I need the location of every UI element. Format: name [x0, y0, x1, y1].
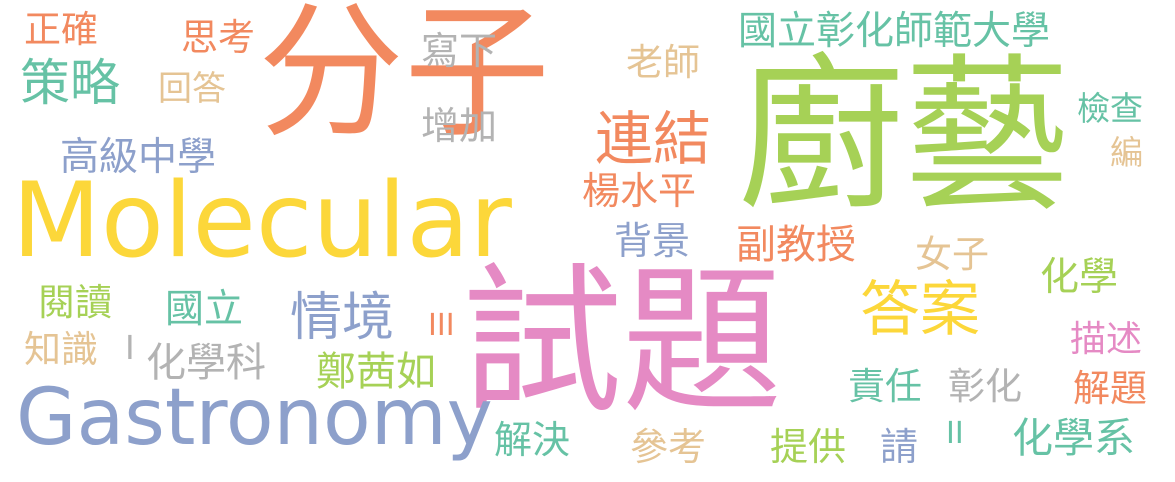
word-zeren: 責任: [848, 365, 922, 408]
word-guoli: 國立: [165, 287, 244, 332]
word-miaoshu: 描述: [1070, 319, 1143, 360]
word-jiancha: 檢查: [1077, 89, 1143, 128]
word-chuyi: 廚藝: [738, 40, 1070, 233]
word-huaxuexi: 化學系: [1012, 414, 1135, 462]
word-guolizhanghua: 國立彰化師範大學: [738, 9, 1051, 54]
word-qingjing: 情境: [290, 288, 395, 348]
word-xiexia: 寫下: [421, 29, 498, 73]
word-zengjia: 增加: [421, 104, 498, 148]
word-beijing: 背景: [614, 219, 691, 263]
word-nuzi: 女子: [915, 233, 989, 276]
word-cankao: 參考: [630, 425, 707, 469]
word-qing: 請: [880, 425, 919, 469]
word-huida: 回答: [158, 69, 226, 109]
word-bian: 編: [1110, 133, 1143, 172]
word-yangshuiping: 楊水平: [582, 169, 697, 213]
word-celue: 策略: [20, 54, 120, 112]
word-laoshi: 老師: [626, 41, 700, 84]
word-zhishi: 知識: [24, 328, 98, 371]
word-shiti: 試題: [462, 248, 783, 435]
word-jieti: 解題: [1073, 367, 1147, 410]
word-roman3: III: [428, 308, 455, 343]
word-yuedu: 閱讀: [38, 281, 112, 324]
word-huaxue: 化學: [1040, 255, 1119, 300]
word-zhengque: 正確: [24, 8, 98, 51]
word-gaojizhongxue: 高級中學: [60, 135, 217, 180]
word-jiejue: 解決: [494, 418, 571, 462]
word-sikao: 思考: [181, 16, 255, 59]
word-molecular: Molecular: [12, 161, 512, 281]
word-roman2: II: [946, 416, 964, 451]
word-lianjie: 連結: [595, 105, 712, 173]
word-roman1: I: [125, 328, 135, 367]
word-tigong: 提供: [770, 425, 847, 469]
word-huaxueke: 化學科: [146, 340, 266, 386]
word-fujiaoshou: 副教授: [736, 222, 856, 268]
word-zhanghua: 彰化: [948, 365, 1022, 408]
word-fenzi: 分子: [258, 0, 550, 158]
word-gastronomy: Gastronomy: [16, 373, 493, 463]
word-daan: 答案: [860, 275, 980, 345]
word-zhengqianru: 鄭茜如: [316, 349, 436, 395]
